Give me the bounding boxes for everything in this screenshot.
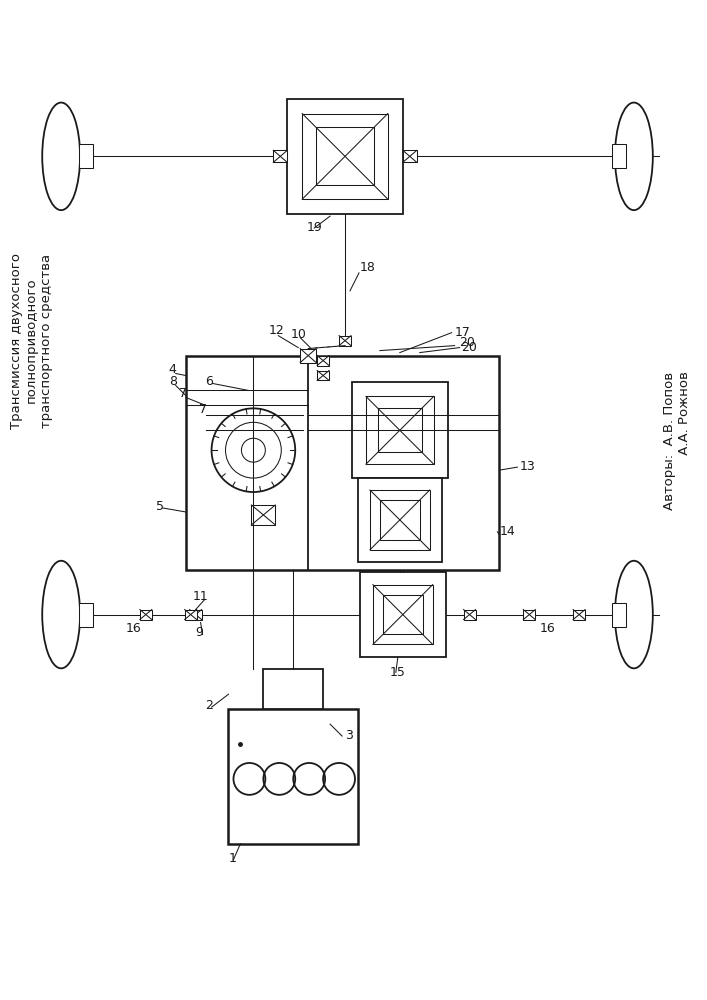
Bar — [370, 490, 430, 550]
Bar — [252, 505, 275, 525]
Bar — [612, 603, 626, 627]
Text: 6: 6 — [206, 375, 214, 388]
Text: 16: 16 — [126, 622, 141, 635]
Bar — [366, 396, 433, 464]
Text: 8: 8 — [169, 375, 177, 388]
Ellipse shape — [42, 561, 80, 668]
Bar — [274, 150, 287, 162]
Text: 17: 17 — [455, 326, 470, 339]
Bar — [300, 349, 316, 363]
Bar — [573, 610, 585, 620]
Bar — [186, 356, 499, 570]
Bar — [423, 610, 436, 620]
Bar — [403, 150, 416, 162]
Text: 20: 20 — [462, 341, 477, 354]
Text: 13: 13 — [520, 460, 535, 473]
Bar — [378, 408, 422, 452]
Text: 4: 4 — [169, 363, 177, 376]
Bar — [380, 500, 420, 540]
Text: Трансмиссия двухосного
полноприводного
транспортного средства: Трансмиссия двухосного полноприводного т… — [10, 253, 53, 429]
Text: 2: 2 — [206, 699, 214, 712]
Text: 1: 1 — [228, 852, 236, 865]
Bar — [79, 144, 93, 168]
Ellipse shape — [615, 103, 653, 210]
Bar — [612, 144, 626, 168]
Text: 14: 14 — [499, 525, 515, 538]
Bar — [302, 114, 388, 199]
Text: 12: 12 — [269, 324, 284, 337]
Text: 18: 18 — [360, 261, 376, 274]
Bar — [523, 610, 535, 620]
Bar — [317, 371, 329, 380]
Text: 19: 19 — [306, 221, 322, 234]
Ellipse shape — [42, 103, 80, 210]
Text: 10: 10 — [291, 328, 306, 341]
Bar — [140, 610, 152, 620]
Text: 9: 9 — [196, 626, 204, 639]
Text: 7: 7 — [199, 403, 206, 416]
Text: 11: 11 — [192, 590, 209, 603]
Bar — [263, 669, 323, 709]
Bar — [228, 709, 358, 844]
Text: 7: 7 — [179, 387, 187, 400]
Text: 5: 5 — [156, 500, 164, 513]
Bar — [373, 585, 433, 644]
Bar — [317, 356, 329, 366]
Bar — [383, 595, 423, 634]
Bar — [464, 610, 476, 620]
Text: 3: 3 — [345, 729, 353, 742]
Bar — [360, 572, 445, 657]
Bar — [352, 382, 448, 478]
Bar — [316, 127, 374, 185]
Bar — [189, 610, 201, 620]
Ellipse shape — [615, 561, 653, 668]
Text: Авторы:  А.В. Попов
             А.А. Рожнов: Авторы: А.В. Попов А.А. Рожнов — [662, 371, 691, 510]
Bar — [358, 478, 442, 562]
Text: 20: 20 — [460, 336, 475, 349]
Text: 16: 16 — [539, 622, 555, 635]
Bar — [79, 603, 93, 627]
Bar — [287, 99, 403, 214]
Bar — [339, 336, 351, 346]
Text: 15: 15 — [390, 666, 406, 679]
Bar — [185, 610, 197, 620]
